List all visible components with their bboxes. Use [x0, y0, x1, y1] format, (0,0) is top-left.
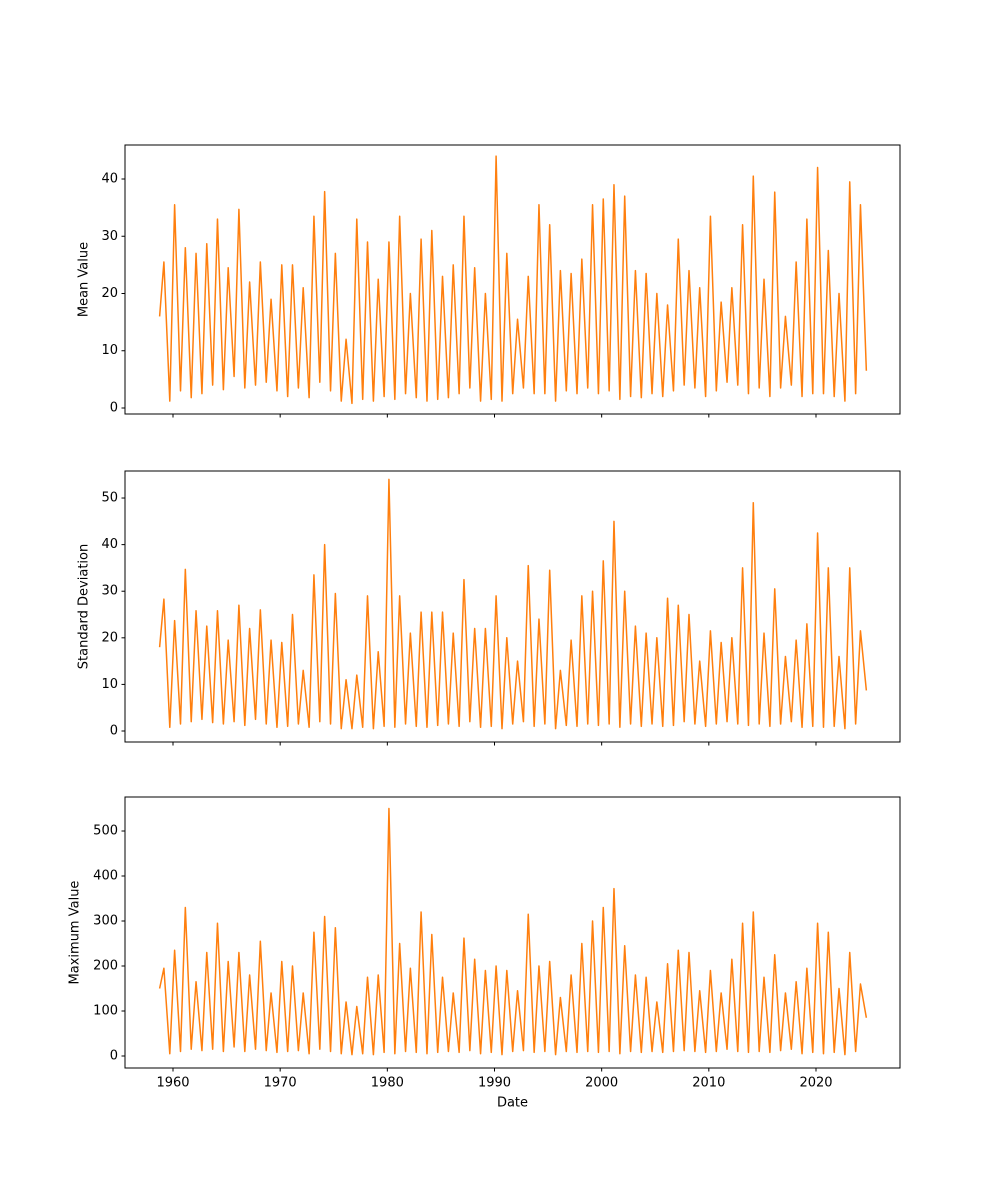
y-tick-label: 10: [101, 343, 118, 358]
y-tick-label: 200: [93, 958, 118, 973]
y-tick-label: 500: [93, 824, 118, 839]
data-line: [158, 807, 868, 1056]
y-tick-label: 300: [93, 914, 118, 929]
y-axis-label: Standard Deviation: [77, 544, 92, 669]
y-tick-label: 20: [101, 630, 118, 645]
y-axis-label: Mean Value: [77, 242, 92, 317]
y-tick-label: 50: [101, 491, 118, 506]
data-line: [158, 155, 868, 405]
x-tick-label: 1990: [478, 1076, 511, 1091]
x-tick-label: 1970: [264, 1076, 297, 1091]
axes-frame: [124, 470, 901, 743]
x-tick-label: 2010: [692, 1076, 725, 1091]
y-tick-label: 0: [110, 1048, 118, 1063]
x-tick-label: 1980: [371, 1076, 404, 1091]
axes-frame: [124, 796, 901, 1069]
y-tick-label: 30: [101, 229, 118, 244]
y-tick-label: 0: [110, 724, 118, 739]
x-tick-label: 1960: [156, 1076, 189, 1091]
axes-frame: [124, 144, 901, 415]
y-tick-label: 30: [101, 584, 118, 599]
x-tick-label: 2000: [585, 1076, 618, 1091]
y-tick-label: 40: [101, 537, 118, 552]
x-tick-label: 2020: [799, 1076, 832, 1091]
y-tick-label: 40: [101, 172, 118, 187]
y-tick-label: 10: [101, 677, 118, 692]
x-axis-label: Date: [497, 1096, 528, 1111]
data-line: [158, 478, 868, 730]
y-tick-label: 20: [101, 286, 118, 301]
y-tick-label: 0: [110, 400, 118, 415]
y-tick-label: 400: [93, 869, 118, 884]
y-axis-label: Maximum Value: [68, 881, 83, 985]
y-tick-label: 100: [93, 1003, 118, 1018]
